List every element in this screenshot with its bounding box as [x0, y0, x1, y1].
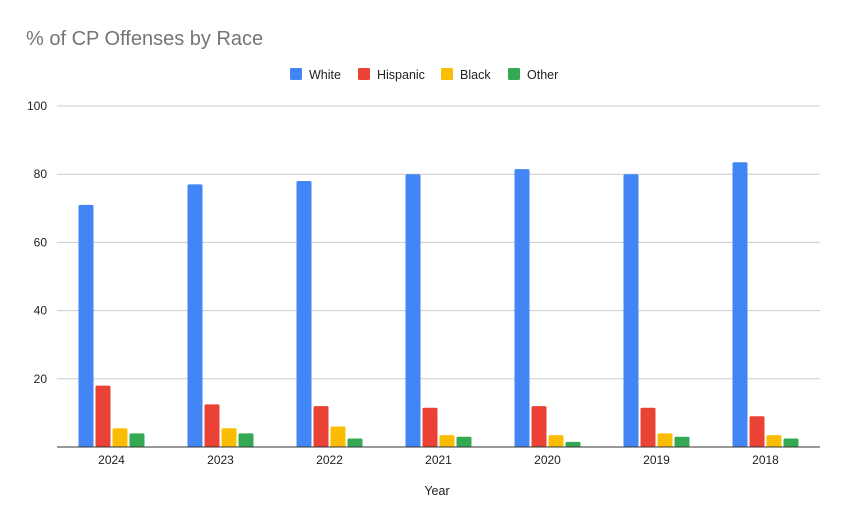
bar-white-2024 [78, 204, 94, 447]
x-tick-label-2022: 2022 [316, 453, 343, 467]
bar-other-2022 [347, 438, 363, 447]
bar-black-2019 [657, 433, 673, 447]
y-tick-label-100: 100 [27, 99, 47, 113]
bar-other-2019 [674, 436, 690, 447]
bar-black-2024 [112, 428, 128, 447]
bar-hispanic-2023 [204, 404, 220, 447]
x-axis-ticks: 2024 2023 2022 2021 2020 2019 2018 [98, 453, 779, 467]
legend: White Hispanic Black Other [290, 68, 558, 82]
chart-title: % of CP Offenses by Race [26, 28, 263, 50]
bar-white-2021 [405, 174, 421, 447]
x-tick-label-2019: 2019 [643, 453, 670, 467]
bar-other-2023 [238, 433, 254, 447]
bar-hispanic-2018 [749, 416, 765, 447]
bar-white-2022 [296, 181, 312, 447]
bar-hispanic-2024 [95, 385, 111, 447]
legend-swatch-black [441, 68, 453, 80]
gridlines [57, 105, 820, 380]
legend-swatch-other [508, 68, 520, 80]
bar-white-2018 [732, 162, 748, 447]
legend-label-hispanic: Hispanic [377, 68, 425, 82]
bar-hispanic-2021 [422, 407, 438, 447]
bar-hispanic-2020 [531, 406, 547, 447]
x-tick-label-2020: 2020 [534, 453, 561, 467]
y-tick-label-20: 20 [34, 372, 48, 386]
bar-black-2023 [221, 428, 237, 447]
bar-black-2020 [548, 435, 564, 447]
legend-label-black: Black [460, 68, 491, 82]
x-tick-label-2021: 2021 [425, 453, 452, 467]
legend-swatch-hispanic [358, 68, 370, 80]
bar-other-2018 [783, 438, 799, 447]
x-tick-label-2018: 2018 [752, 453, 779, 467]
bar-white-2023 [187, 184, 203, 447]
bar-hispanic-2022 [313, 406, 329, 447]
bar-black-2021 [439, 435, 455, 447]
bar-hispanic-2019 [640, 407, 656, 447]
bar-white-2020 [514, 169, 530, 447]
legend-swatch-white [290, 68, 302, 80]
y-tick-label-80: 80 [34, 167, 48, 181]
legend-label-other: Other [527, 68, 558, 82]
y-tick-label-40: 40 [34, 304, 48, 318]
legend-label-white: White [309, 68, 341, 82]
y-tick-label-60: 60 [34, 235, 48, 249]
x-tick-label-2024: 2024 [98, 453, 125, 467]
bar-black-2018 [766, 435, 782, 447]
bar-white-2019 [623, 174, 639, 447]
x-axis-title: Year [424, 484, 449, 498]
bar-other-2024 [129, 433, 145, 447]
bar-black-2022 [330, 426, 346, 447]
bars [78, 162, 799, 447]
y-axis-ticks: 20 40 60 80 100 [27, 99, 47, 386]
x-tick-label-2023: 2023 [207, 453, 234, 467]
bar-other-2020 [565, 441, 581, 447]
bar-other-2021 [456, 436, 472, 447]
